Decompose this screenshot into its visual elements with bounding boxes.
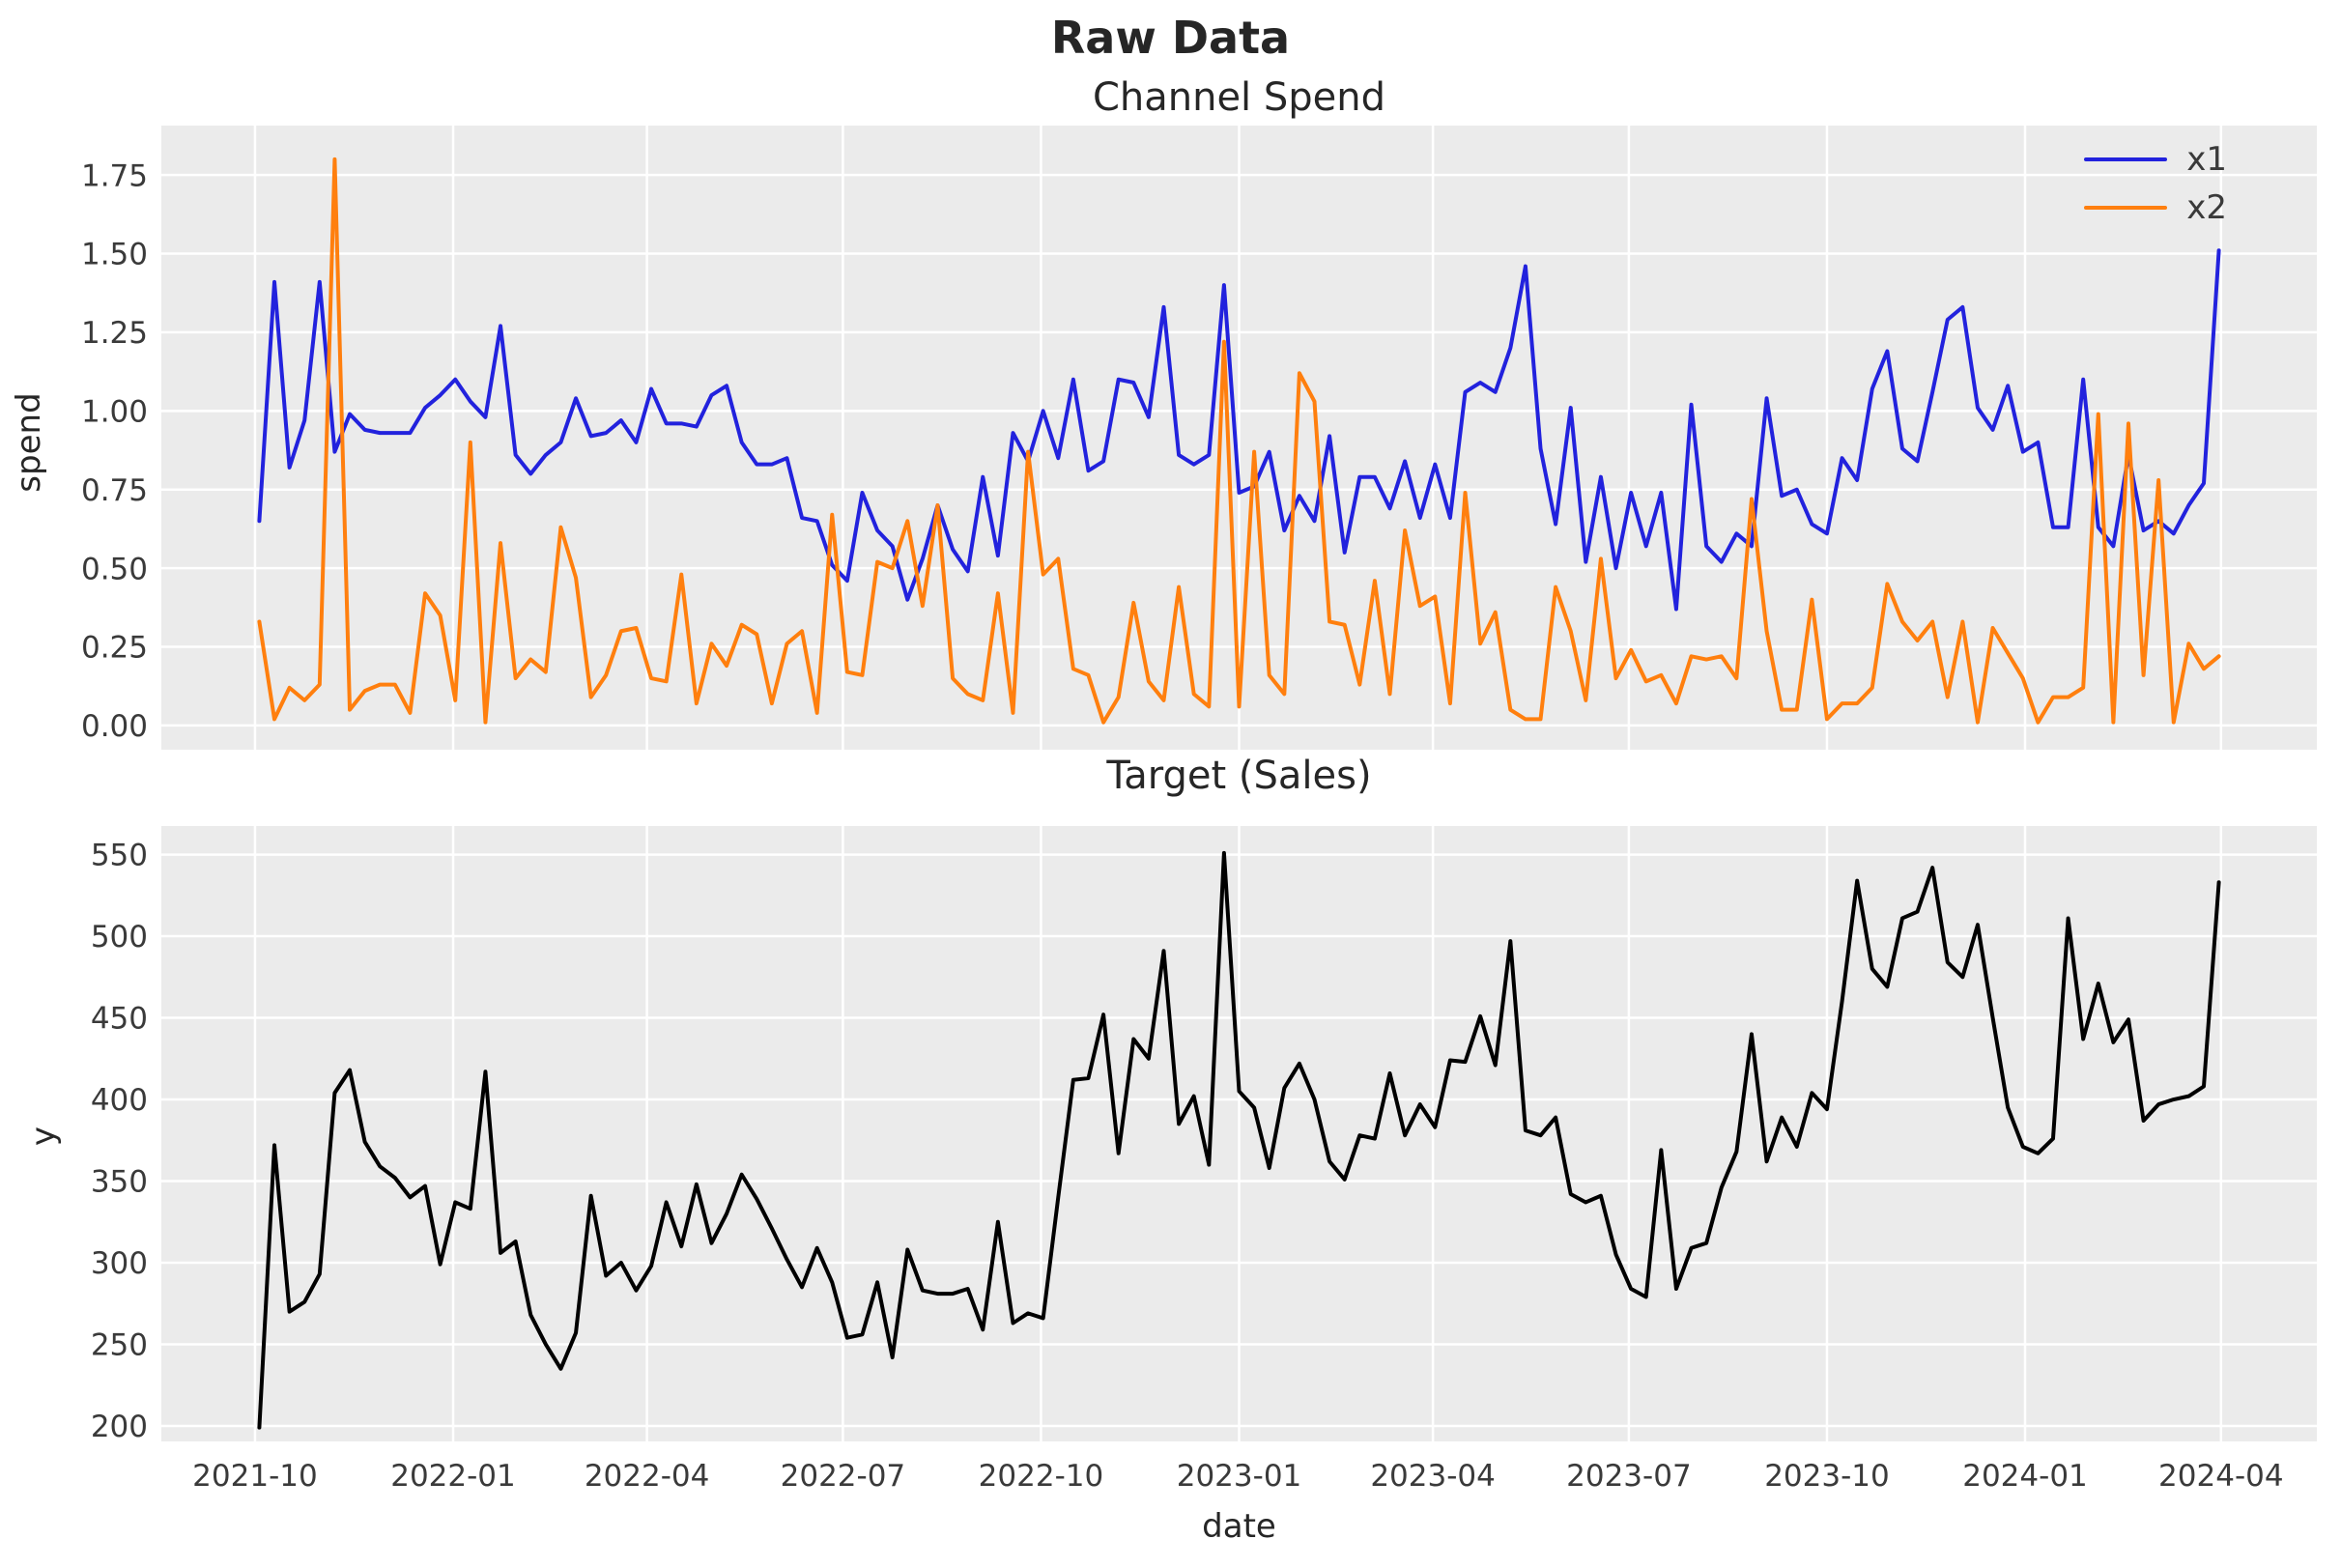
x-tick-label: 2023-04 (1370, 1459, 1496, 1494)
x2-legend-line-icon (2084, 206, 2168, 210)
spend-y-tick-label: 1.00 (81, 394, 148, 429)
sales-chart-title: Target (Sales) (1106, 754, 1372, 798)
legend-item-x1: x1 (2084, 143, 2227, 176)
x1-legend-line-icon (2084, 157, 2168, 161)
legend-item-x2: x2 (2084, 191, 2227, 224)
sales-y-tick-label: 200 (91, 1410, 148, 1444)
sales-y-tick-label: 350 (91, 1165, 148, 1200)
spend-y-tick-label: 1.50 (81, 238, 148, 272)
sales-y-tick-label: 550 (91, 839, 148, 873)
spend-chart-title: Channel Spend (1092, 75, 1386, 120)
spend-y-tick-label: 0.50 (81, 552, 148, 586)
spend-y-tick-label: 0.25 (81, 631, 148, 666)
x-axis-label: date (1202, 1507, 1276, 1546)
x-tick-label: 2022-01 (390, 1459, 516, 1494)
spend-y-tick-label: 0.75 (81, 473, 148, 508)
x-tick-label: 2023-07 (1566, 1459, 1692, 1494)
x-tick-label: 2022-07 (781, 1459, 906, 1494)
sales-chart: 200 250 300 350 400 450 500 550 2021-10 2022-01 20… (91, 826, 2317, 1494)
x-tick-label: 2024-04 (2158, 1459, 2284, 1494)
sales-y-tick-label: 400 (91, 1083, 148, 1118)
sales-y-tick-label: 250 (91, 1328, 148, 1363)
x1-series-line (257, 248, 2221, 612)
legend: x1 x2 (2084, 143, 2227, 224)
figure-title: Raw Data (1050, 12, 1291, 64)
spend-chart: 0.00 0.25 0.50 0.75 1.00 1.25 1.50 1.75 (81, 126, 2317, 750)
sales-y-tick-label: 450 (91, 1002, 148, 1037)
spend-y-tick-label: 0.00 (81, 709, 148, 744)
sales-y-tick-label: 500 (91, 920, 148, 955)
x1-legend-label: x1 (2186, 140, 2227, 179)
spend-y-tick-label: 1.75 (81, 158, 148, 193)
spend-y-tick-label: 1.25 (81, 316, 148, 351)
y-series-line (257, 850, 2221, 1430)
x2-legend-label: x2 (2186, 188, 2227, 227)
x-tick-label: 2022-04 (585, 1459, 710, 1494)
x-tick-label: 2023-01 (1177, 1459, 1302, 1494)
x-tick-label: 2024-01 (1962, 1459, 2088, 1494)
sales-y-tick-label: 300 (91, 1246, 148, 1281)
x-tick-label: 2021-10 (192, 1459, 318, 1494)
x-tick-label: 2023-10 (1764, 1459, 1890, 1494)
x2-series-line (257, 157, 2221, 725)
x-tick-label: 2022-10 (979, 1459, 1104, 1494)
